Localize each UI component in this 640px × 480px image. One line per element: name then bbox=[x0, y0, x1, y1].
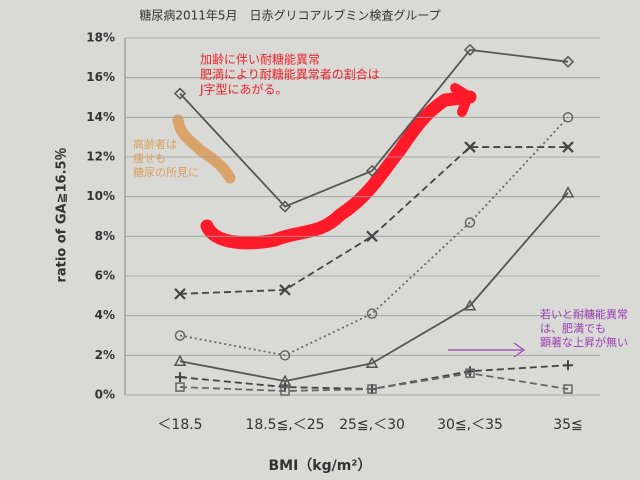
marker bbox=[280, 386, 290, 396]
y-axis-label: ratio of GA≧16.5％ bbox=[55, 147, 70, 282]
annotation: は、肥満でも bbox=[540, 322, 606, 335]
marker bbox=[464, 217, 476, 228]
series-line bbox=[179, 146, 568, 295]
marker bbox=[279, 284, 291, 296]
series-line bbox=[179, 116, 569, 357]
marker bbox=[173, 87, 187, 100]
marker bbox=[366, 308, 378, 319]
marker bbox=[463, 43, 477, 56]
marker bbox=[561, 186, 575, 198]
x-axis-label: BMI（kg/m²） bbox=[269, 458, 372, 474]
marker bbox=[562, 112, 574, 123]
annotation: 若いと耐糖能異常 bbox=[540, 307, 628, 321]
marker bbox=[464, 141, 476, 153]
marker bbox=[175, 382, 185, 392]
marker bbox=[365, 356, 379, 369]
y-tick-label: 0% bbox=[95, 388, 115, 402]
x-tick-label: ＜18.5 bbox=[157, 417, 202, 433]
annotation: 加齢に伴い耐糖能異常 bbox=[200, 52, 320, 67]
annotation: 肥満により耐糖能異常者の割合は bbox=[200, 67, 380, 82]
y-tick-label: 16% bbox=[86, 70, 115, 84]
annotation: 高齢者は bbox=[133, 137, 177, 151]
highlight-stroke bbox=[200, 90, 477, 250]
marker bbox=[365, 164, 379, 177]
series-line bbox=[179, 192, 569, 383]
y-tick-label: 12% bbox=[86, 150, 115, 164]
marker bbox=[561, 55, 575, 68]
highlight-arrowhead bbox=[450, 83, 473, 117]
annotation: 糖尿の所見に bbox=[133, 165, 199, 179]
annotation-arrow bbox=[448, 342, 526, 358]
annotation: 痩せも bbox=[133, 151, 166, 165]
annotation: 顕著な上昇が無い bbox=[540, 335, 628, 349]
marker bbox=[562, 141, 574, 153]
marker bbox=[278, 200, 292, 213]
x-tick-label: 35≦ bbox=[553, 417, 583, 433]
marker bbox=[175, 372, 185, 383]
marker bbox=[174, 288, 186, 300]
x-tick-label: 30≦,＜35 bbox=[437, 417, 503, 433]
marker bbox=[173, 354, 187, 367]
x-tick-label: 18.5≦,＜25 bbox=[245, 417, 324, 433]
marker bbox=[465, 368, 475, 378]
y-tick-label: 4% bbox=[95, 308, 115, 322]
y-tick-label: 2% bbox=[95, 348, 115, 362]
marker bbox=[563, 360, 573, 371]
y-tick-label: 8% bbox=[95, 229, 115, 243]
y-tick-label: 6% bbox=[95, 269, 115, 283]
x-tick-label: 25≦,＜30 bbox=[339, 417, 405, 433]
annotation: J字型にあがる。 bbox=[199, 82, 288, 97]
series-line bbox=[179, 48, 569, 208]
scribble bbox=[172, 114, 236, 184]
series-line bbox=[179, 372, 569, 392]
y-tick-label: 18% bbox=[86, 31, 115, 45]
y-tick-label: 10% bbox=[86, 189, 115, 203]
marker bbox=[279, 350, 291, 361]
marker bbox=[563, 384, 573, 394]
marker bbox=[463, 299, 477, 311]
marker bbox=[367, 384, 377, 394]
y-tick-label: 14% bbox=[86, 110, 115, 124]
marker bbox=[366, 230, 378, 243]
marker bbox=[174, 330, 186, 341]
chart-title: 糖尿病2011年5月 日赤グリコアルブミン検査グループ bbox=[139, 8, 440, 23]
